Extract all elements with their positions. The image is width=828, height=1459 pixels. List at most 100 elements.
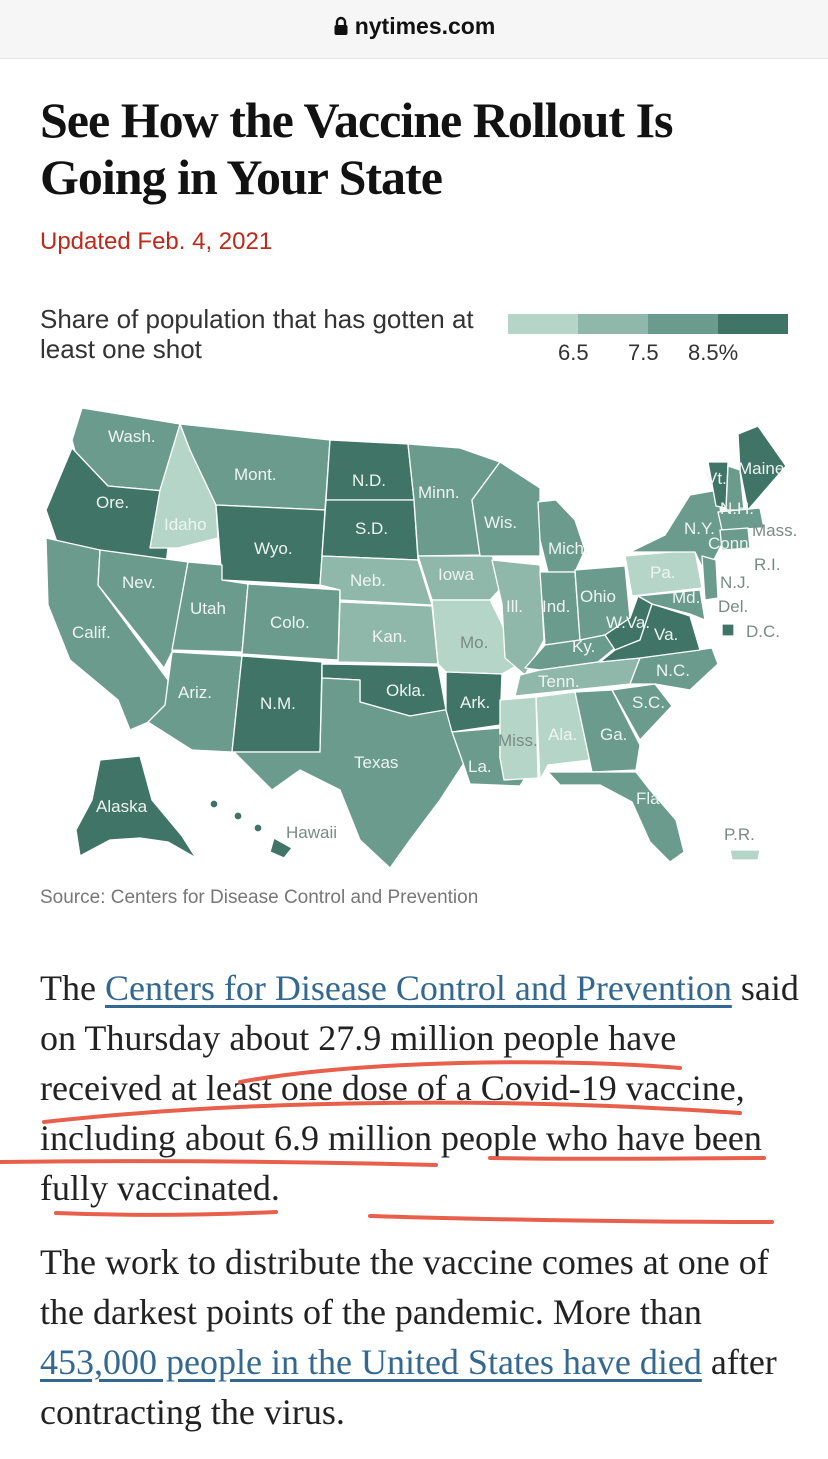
legend-swatch	[648, 314, 718, 334]
state-label: D.C.	[746, 622, 780, 641]
state-neb	[319, 555, 433, 606]
state-label: Mass.	[752, 521, 797, 540]
state-nj	[701, 555, 719, 601]
deaths-link[interactable]: 453,000 people in the United States have…	[40, 1342, 702, 1382]
state-label: Mont.	[234, 465, 277, 484]
state-hawaii-islands	[209, 799, 219, 809]
state-label: Texas	[354, 753, 398, 772]
state-label: Colo.	[270, 613, 310, 632]
updated-date: Updated Feb. 4, 2021	[40, 228, 273, 255]
state-label: Fla.	[636, 789, 664, 808]
state-label: Minn.	[418, 483, 460, 502]
state-sc	[611, 683, 673, 741]
state-ala	[535, 691, 591, 781]
legend-tick: 6.5	[558, 340, 589, 365]
state-mass	[717, 507, 765, 531]
paragraph-1: The Centers for Disease Control and Prev…	[40, 963, 800, 1213]
state-label: Hawaii	[286, 823, 337, 842]
state-label: Tenn.	[538, 672, 580, 691]
legend-swatch	[508, 314, 578, 334]
paragraph-text: after contracting the virus.	[40, 1342, 777, 1432]
state-label: W.Va.	[606, 613, 650, 632]
state-label: Del.	[718, 597, 748, 616]
state-label: Kan.	[372, 627, 407, 646]
state-label: Wyo.	[254, 539, 293, 558]
state-mich	[537, 499, 586, 573]
paragraph-text: The work to distribute the vaccine comes…	[40, 1242, 769, 1332]
state-texas	[233, 677, 467, 869]
state-label: Neb.	[350, 571, 386, 590]
state-maine	[737, 425, 787, 511]
state-hawaii	[269, 837, 293, 859]
legend-tick: 8.5%	[688, 340, 739, 365]
state-hawaii-islands	[233, 811, 243, 821]
state-md	[637, 589, 706, 621]
state-label: Ind.	[542, 597, 570, 616]
state-label: Miss.	[498, 731, 538, 750]
state-nd	[325, 439, 415, 501]
state-miss	[499, 696, 539, 781]
underline-stroke	[368, 1214, 774, 1224]
legend-title: Share of population that has gotten at l…	[40, 304, 474, 364]
state-label: La.	[468, 757, 492, 776]
state-label: Mo.	[460, 633, 488, 652]
state-label: Wis.	[484, 513, 517, 532]
state-label: Mich.	[548, 539, 589, 558]
state-label: Nev.	[122, 573, 156, 592]
state-dc	[721, 623, 735, 637]
state-ga	[574, 689, 641, 773]
state-label: N.M.	[260, 694, 296, 713]
article-headline: See How the Vaccine Rollout Is Going in …	[40, 92, 674, 205]
state-label: R.I.	[754, 555, 780, 574]
state-label: Iowa	[438, 565, 474, 584]
state-conn	[719, 527, 751, 551]
state-label: Alaska	[96, 797, 148, 816]
state-label: Vt.	[706, 469, 727, 488]
state-label: Conn.	[708, 534, 753, 553]
state-label: Ark.	[460, 693, 490, 712]
cdc-link[interactable]: Centers for Disease Control and Preventi…	[104, 968, 732, 1008]
state-label: Ore.	[96, 493, 129, 512]
state-hawaii-islands	[253, 823, 263, 833]
state-label: N.Y.	[684, 519, 715, 538]
state-label: Ky.	[572, 637, 595, 656]
url-text: nytimes.com	[354, 13, 496, 39]
legend-tick: 7.5	[628, 340, 659, 365]
paragraph-text: said on Thursday about 27.9 million peop…	[40, 968, 799, 1208]
state-label: Ill.	[506, 597, 523, 616]
state-label: S.C.	[632, 693, 665, 712]
state-alaska	[75, 755, 197, 859]
browser-address-bar[interactable]: nytimes.com	[0, 0, 828, 59]
url-display[interactable]: nytimes.com	[0, 13, 828, 40]
state-label: S.D.	[355, 519, 388, 538]
state-label: P.R.	[724, 825, 755, 844]
state-label: Va.	[654, 625, 678, 644]
state-label: Ga.	[600, 725, 627, 744]
state-fla	[547, 771, 685, 863]
state-labels: Wash. Ore. Idaho Mont. Wyo. N.D. S.D. Minn. Wis.…	[72, 427, 797, 844]
state-label: N.D.	[352, 471, 386, 490]
state-label: Ala.	[548, 725, 577, 744]
state-pr	[729, 849, 761, 861]
state-label: Okla.	[386, 681, 426, 700]
state-label: Maine	[738, 459, 784, 478]
state-ky	[524, 634, 616, 671]
state-label: Ohio	[580, 587, 616, 606]
state-mo	[431, 599, 521, 675]
legend-swatch	[718, 314, 788, 334]
us-vaccination-map: Wash. Ore. Idaho Mont. Wyo. N.D. S.D. Minn. Wis.…	[45, 407, 797, 869]
state-label: Utah	[190, 599, 226, 618]
state-nev	[97, 549, 189, 669]
state-label: N.C.	[656, 661, 690, 680]
paragraph-text: The	[40, 968, 105, 1008]
legend-swatch	[578, 314, 648, 334]
map-source: Source: Centers for Disease Control and …	[40, 887, 479, 908]
state-label: Calif.	[72, 623, 111, 642]
state-label: Ariz.	[178, 683, 212, 702]
state-label: Wash.	[108, 427, 156, 446]
state-label: N.J.	[720, 573, 750, 592]
state-label: Idaho	[164, 515, 207, 534]
state-label: Pa.	[650, 563, 676, 582]
state-label: N.H.	[720, 499, 754, 518]
state-label: Md.	[672, 588, 700, 607]
